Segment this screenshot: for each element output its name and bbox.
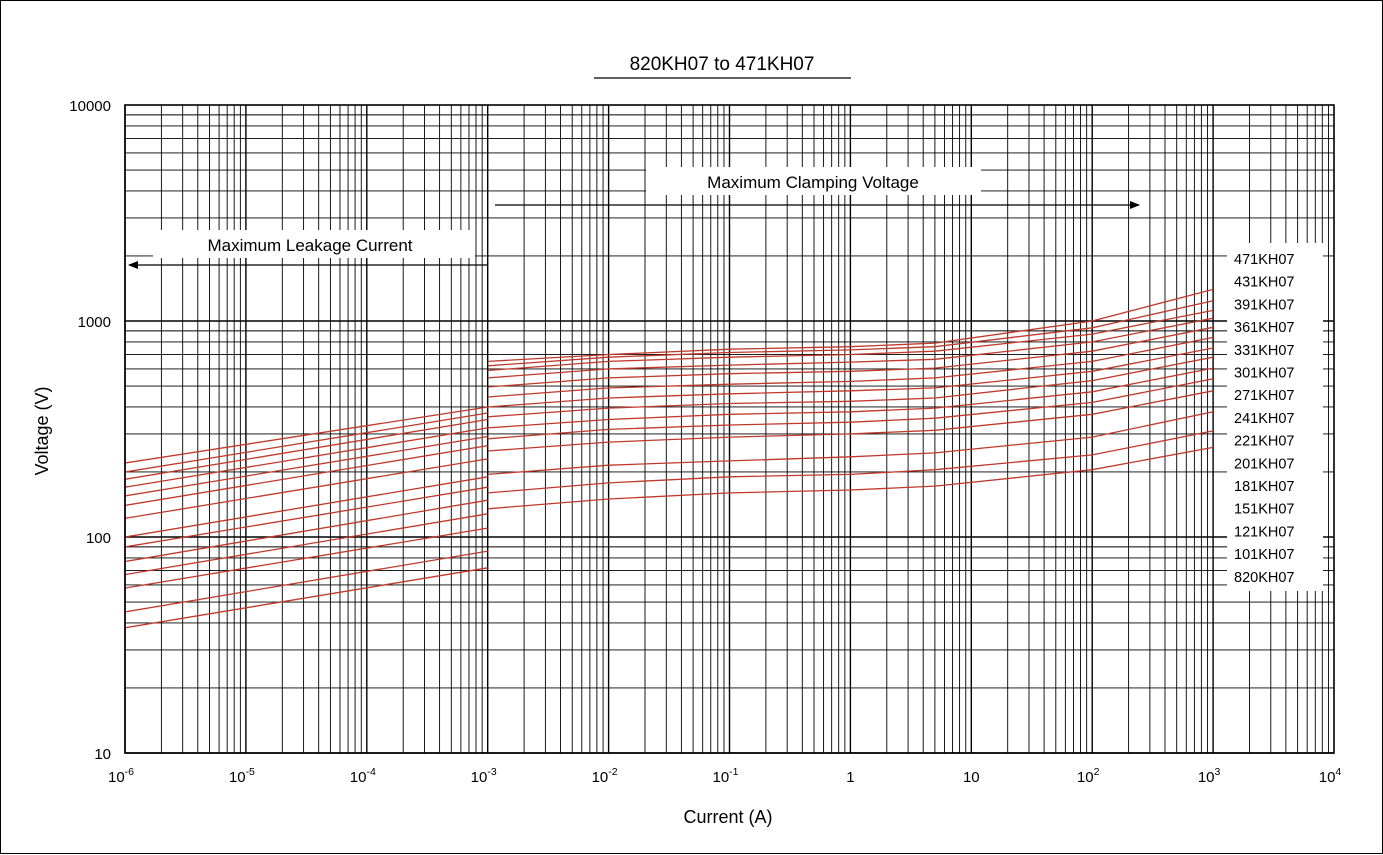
x-tick-label: 1 — [846, 769, 854, 786]
leakage-line-121KH07 — [124, 527, 488, 589]
x-axis-label: Current (A) — [683, 807, 772, 827]
series-label: 241KH07 — [1234, 411, 1294, 427]
annotations: Maximum Leakage Current Maximum Clamping … — [128, 167, 1140, 269]
x-tick-label: 10-2 — [592, 766, 618, 786]
series-label: 361KH07 — [1234, 320, 1294, 336]
leakage-line-301KH07 — [124, 435, 488, 497]
clamping-line-361KH07 — [487, 309, 1214, 372]
plot-border-rect — [124, 104, 1335, 754]
series-label-bg — [1227, 243, 1323, 591]
clamping-line-431KH07 — [487, 288, 1214, 363]
leakage-line-361KH07 — [124, 418, 488, 480]
y-tick-label: 10000 — [69, 98, 111, 115]
series-label: 101KH07 — [1234, 547, 1294, 563]
clamping-line-820KH07 — [487, 446, 1214, 510]
chart-title: 820KH07 to 471KH07 — [630, 54, 815, 75]
series-label: 121KH07 — [1234, 524, 1294, 540]
clamping-line-271KH07 — [487, 336, 1214, 398]
clamping-line-221KH07 — [487, 356, 1214, 418]
series-labels: 471KH07 431KH07 391KH07 361KH07 331KH07 301KH… — [1227, 243, 1323, 591]
leakage-line-820KH07 — [124, 567, 488, 629]
series-label: 181KH07 — [1234, 479, 1294, 495]
x-tick-labels: 10-6 10-5 10-4 10-3 10-2 10-1 1 10 102 103 104 — [108, 766, 1341, 786]
leakage-line-431KH07 — [124, 406, 488, 464]
leakage-annotation-text: Maximum Leakage Current — [207, 236, 412, 255]
leakage-series-group — [124, 406, 488, 629]
y-axis-label: Voltage (V) — [32, 386, 52, 475]
leakage-line-181KH07 — [124, 499, 488, 563]
leakage-line-201KH07 — [124, 486, 488, 548]
series-label: 331KH07 — [1234, 343, 1294, 359]
clamping-annotation-bg — [646, 167, 981, 195]
series-label: 151KH07 — [1234, 502, 1294, 518]
y-tick-label: 10 — [94, 746, 111, 763]
leakage-line-391KH07 — [124, 412, 488, 473]
clamping-annotation-text: Maximum Clamping Voltage — [707, 173, 919, 192]
leakage-line-271KH07 — [124, 444, 488, 507]
clamping-line-151KH07 — [487, 390, 1214, 452]
x-tick-label: 10-4 — [350, 766, 376, 786]
series-label: 471KH07 — [1234, 252, 1294, 268]
x-tick-label: 10-1 — [712, 766, 738, 786]
series-label: 391KH07 — [1234, 297, 1294, 313]
clamping-line-201KH07 — [487, 367, 1214, 429]
clamping-line-331KH07 — [487, 317, 1214, 379]
leakage-line-101KH07 — [124, 550, 488, 613]
clamping-line-391KH07 — [487, 300, 1214, 367]
x-tick-label: 10-3 — [471, 766, 497, 786]
leakage-line-241KH07 — [124, 458, 488, 519]
clamping-line-101KH07 — [487, 430, 1214, 494]
plot-border — [124, 104, 1335, 754]
clamping-line-301KH07 — [487, 326, 1214, 388]
x-tick-label: 104 — [1319, 766, 1342, 786]
series-label: 820KH07 — [1234, 570, 1294, 586]
leakage-annotation-bg — [153, 230, 475, 258]
x-tick-label: 102 — [1077, 766, 1100, 786]
x-tick-label: 10-5 — [229, 766, 255, 786]
clamping-line-121KH07 — [487, 411, 1214, 476]
x-tick-label: 10-6 — [108, 766, 134, 786]
series-label: 271KH07 — [1234, 388, 1294, 404]
leakage-line-151KH07 — [124, 513, 488, 576]
series-label: 431KH07 — [1234, 275, 1294, 291]
series-label: 221KH07 — [1234, 434, 1294, 450]
leakage-line-331KH07 — [124, 427, 488, 488]
y-tick-labels: 10 100 1000 10000 — [69, 98, 111, 763]
series-label: 301KH07 — [1234, 366, 1294, 382]
y-tick-label: 1000 — [78, 314, 111, 331]
clamping-series-group — [487, 288, 1214, 510]
grid — [124, 105, 1334, 754]
x-tick-label: 103 — [1198, 766, 1221, 786]
clamping-line-241KH07 — [487, 347, 1214, 408]
leakage-line-221KH07 — [124, 476, 488, 538]
series-label: 201KH07 — [1234, 456, 1294, 472]
clamping-line-181KH07 — [487, 378, 1214, 440]
y-tick-label: 100 — [86, 530, 111, 547]
x-tick-label: 10 — [963, 769, 980, 786]
